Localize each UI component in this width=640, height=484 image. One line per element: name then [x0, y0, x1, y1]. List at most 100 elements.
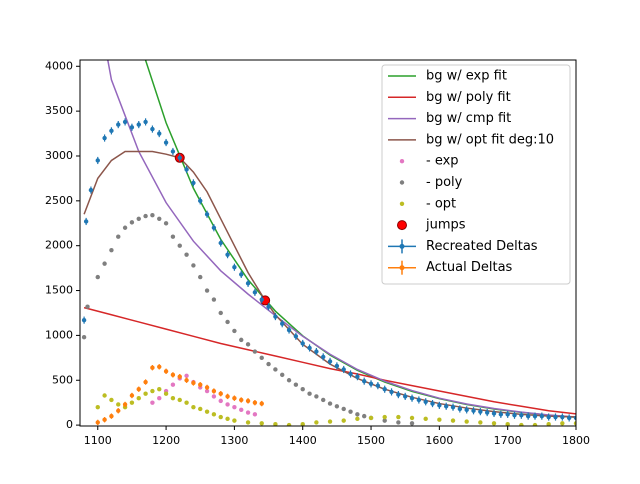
delta-point [293, 334, 299, 339]
scatter-point [163, 221, 169, 226]
delta-point [560, 414, 565, 420]
delta-point [211, 388, 217, 394]
scatter-point [266, 361, 271, 367]
delta-point [150, 365, 155, 370]
scatter-point [204, 388, 210, 394]
legend-swatch [397, 220, 407, 231]
fit-line [107, 60, 576, 418]
delta-point [314, 349, 319, 354]
delta-point [218, 391, 223, 396]
delta-point [116, 122, 121, 127]
y-tick-label: 1000 [45, 328, 73, 341]
delta-point [341, 367, 346, 372]
delta-point [382, 387, 387, 392]
delta-point [163, 140, 169, 145]
x-tick-label: 1500 [357, 434, 385, 447]
delta-point [198, 382, 203, 387]
scatter-point [95, 274, 100, 280]
scatter-point [245, 342, 251, 347]
scatter-point [314, 394, 319, 399]
x-tick-label: 1300 [220, 434, 248, 447]
scatter-point [177, 243, 182, 248]
delta-point [519, 413, 524, 418]
scatter-point [355, 416, 360, 422]
delta-point [368, 381, 374, 387]
delta-point [478, 409, 483, 414]
scatter-point [143, 391, 148, 396]
x-tick-label: 1200 [152, 434, 180, 447]
scatter-point [368, 415, 374, 421]
scatter-point [170, 382, 176, 387]
delta-point [525, 413, 531, 419]
delta-point [143, 379, 148, 385]
scatter-point [546, 422, 551, 426]
delta-point [129, 393, 135, 398]
scatter-point [573, 421, 576, 426]
scatter-point [184, 400, 189, 405]
scatter-point [396, 420, 401, 425]
scatter-point [327, 419, 333, 424]
x-tick-label: 1600 [425, 434, 453, 447]
delta-point [355, 374, 360, 379]
delta-point [430, 401, 435, 406]
legend-label: jumps [425, 218, 466, 233]
delta-point [204, 385, 210, 390]
scatter-point [259, 421, 264, 426]
delta-point [348, 371, 353, 377]
scatter-point [225, 319, 230, 325]
scatter-point [245, 420, 251, 425]
y-tick-label: 2000 [45, 239, 73, 252]
delta-point [122, 119, 128, 125]
x-tick-label: 1400 [289, 434, 317, 447]
legend-swatch [399, 159, 405, 164]
scatter-point [150, 212, 155, 218]
scatter-point [423, 416, 428, 422]
delta-point [204, 212, 210, 217]
delta-point [170, 372, 176, 378]
scatter-point [348, 409, 353, 414]
scatter-point [211, 297, 217, 302]
delta-point [464, 407, 469, 413]
delta-point [252, 290, 258, 295]
scatter-point [198, 274, 203, 280]
delta-point [157, 364, 162, 369]
scatter-point [218, 310, 223, 316]
scatter-point [204, 409, 210, 414]
scatter-point [95, 404, 100, 410]
scatter-point [232, 328, 237, 334]
scatter-point [464, 419, 469, 424]
delta-point [300, 341, 305, 346]
delta-point [102, 417, 107, 422]
scatter-point [519, 422, 524, 426]
legend-label: bg w/ cmp fit [426, 111, 511, 126]
scatter-point [150, 400, 155, 405]
delta-point [416, 397, 422, 403]
delta-point [403, 394, 408, 399]
delta-point [218, 240, 223, 246]
delta-point [327, 359, 333, 364]
delta-point [512, 413, 517, 418]
scatter-point [478, 420, 483, 425]
y-tick-label: 3000 [45, 149, 73, 162]
scatter-point [314, 420, 319, 425]
delta-point [273, 314, 278, 319]
legend-swatch [399, 180, 405, 185]
delta-point [198, 198, 203, 204]
scatter-point [109, 397, 114, 403]
scatter-point [218, 414, 223, 420]
scatter-point [211, 412, 217, 417]
delta-point [191, 380, 196, 386]
delta-point [157, 131, 162, 136]
scatter-point [280, 372, 285, 378]
delta-point [95, 158, 100, 163]
x-tick-label: 1800 [562, 434, 590, 447]
delta-point [307, 345, 312, 351]
scatter-point [355, 412, 360, 417]
delta-point [491, 411, 497, 416]
delta-point [375, 383, 381, 388]
scatter-point [198, 406, 203, 412]
scatter-point [239, 407, 244, 413]
delta-point [409, 395, 415, 401]
delta-point [437, 403, 442, 408]
